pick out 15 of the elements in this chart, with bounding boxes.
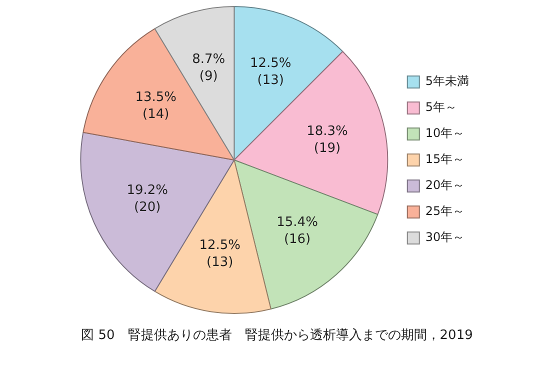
data-label: 18.3% (19) bbox=[306, 124, 348, 156]
data-label: 15.4% (16) bbox=[276, 215, 318, 248]
legend-label: 10年～ bbox=[425, 126, 465, 140]
legend-label: 20年～ bbox=[425, 178, 465, 192]
legend-label: 5年未満 bbox=[425, 74, 470, 88]
text: 図 50 腎提供ありの患者 腎提供から透析導入までの期間，2019 bbox=[80, 327, 474, 344]
data-label: 8.7% (9) bbox=[192, 52, 226, 84]
data-label: 13.5% (14) bbox=[135, 90, 177, 122]
legend-label: 5年～ bbox=[425, 100, 458, 114]
data-label: 12.5% (13) bbox=[250, 56, 292, 88]
data-label: 12.5% (13) bbox=[199, 238, 241, 270]
legend-label: 15年～ bbox=[425, 152, 465, 166]
data-label: 19.2% (20) bbox=[126, 182, 168, 215]
legend-label: 25年～ bbox=[425, 204, 465, 218]
legend-label: 30年～ bbox=[425, 230, 465, 244]
